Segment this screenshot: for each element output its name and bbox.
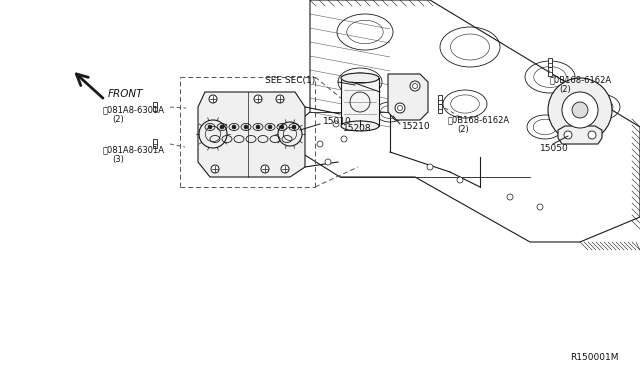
Text: 15210: 15210 <box>402 122 431 131</box>
Bar <box>438 104 442 113</box>
Bar <box>153 139 157 148</box>
Bar <box>438 95 442 104</box>
Text: 15010: 15010 <box>323 116 352 125</box>
Circle shape <box>410 81 420 91</box>
Bar <box>548 58 552 67</box>
Circle shape <box>325 159 331 165</box>
Circle shape <box>208 125 212 129</box>
Text: Ⓑ0B168-6162A: Ⓑ0B168-6162A <box>550 76 612 84</box>
Text: Ⓑ081A8-6301A: Ⓑ081A8-6301A <box>103 106 165 115</box>
Circle shape <box>507 194 513 200</box>
Text: 15050: 15050 <box>540 144 569 153</box>
Circle shape <box>254 95 262 103</box>
Bar <box>341 78 379 126</box>
Text: (2): (2) <box>559 84 571 93</box>
Circle shape <box>427 164 433 170</box>
Ellipse shape <box>341 121 379 131</box>
Text: 15208: 15208 <box>343 124 372 132</box>
Circle shape <box>564 131 572 139</box>
Circle shape <box>220 125 224 129</box>
Text: (2): (2) <box>112 115 124 124</box>
Circle shape <box>256 125 260 129</box>
Circle shape <box>211 165 219 173</box>
Circle shape <box>209 95 217 103</box>
Bar <box>548 67 552 76</box>
Circle shape <box>562 92 598 128</box>
Text: (2): (2) <box>457 125 468 134</box>
Text: SEE SEC(1): SEE SEC(1) <box>265 76 316 84</box>
Circle shape <box>244 125 248 129</box>
Circle shape <box>317 141 323 147</box>
Circle shape <box>261 165 269 173</box>
Polygon shape <box>198 92 305 177</box>
Polygon shape <box>388 74 428 120</box>
Circle shape <box>572 102 588 118</box>
Circle shape <box>333 121 339 127</box>
Circle shape <box>292 125 296 129</box>
Circle shape <box>588 131 596 139</box>
Circle shape <box>395 103 405 113</box>
Circle shape <box>548 78 612 142</box>
Text: Ⓑ081A8-6301A: Ⓑ081A8-6301A <box>103 145 165 154</box>
Circle shape <box>268 125 272 129</box>
Circle shape <box>457 177 463 183</box>
Text: FRONT: FRONT <box>108 89 143 99</box>
Circle shape <box>276 95 284 103</box>
Ellipse shape <box>341 73 379 83</box>
Text: Ⓑ0B168-6162A: Ⓑ0B168-6162A <box>448 115 510 125</box>
Circle shape <box>537 204 543 210</box>
Text: R150001M: R150001M <box>570 353 618 362</box>
Text: (3): (3) <box>112 154 124 164</box>
Circle shape <box>281 165 289 173</box>
Circle shape <box>232 125 236 129</box>
Circle shape <box>341 136 347 142</box>
Bar <box>153 102 157 111</box>
Circle shape <box>280 125 284 129</box>
Polygon shape <box>558 126 602 144</box>
